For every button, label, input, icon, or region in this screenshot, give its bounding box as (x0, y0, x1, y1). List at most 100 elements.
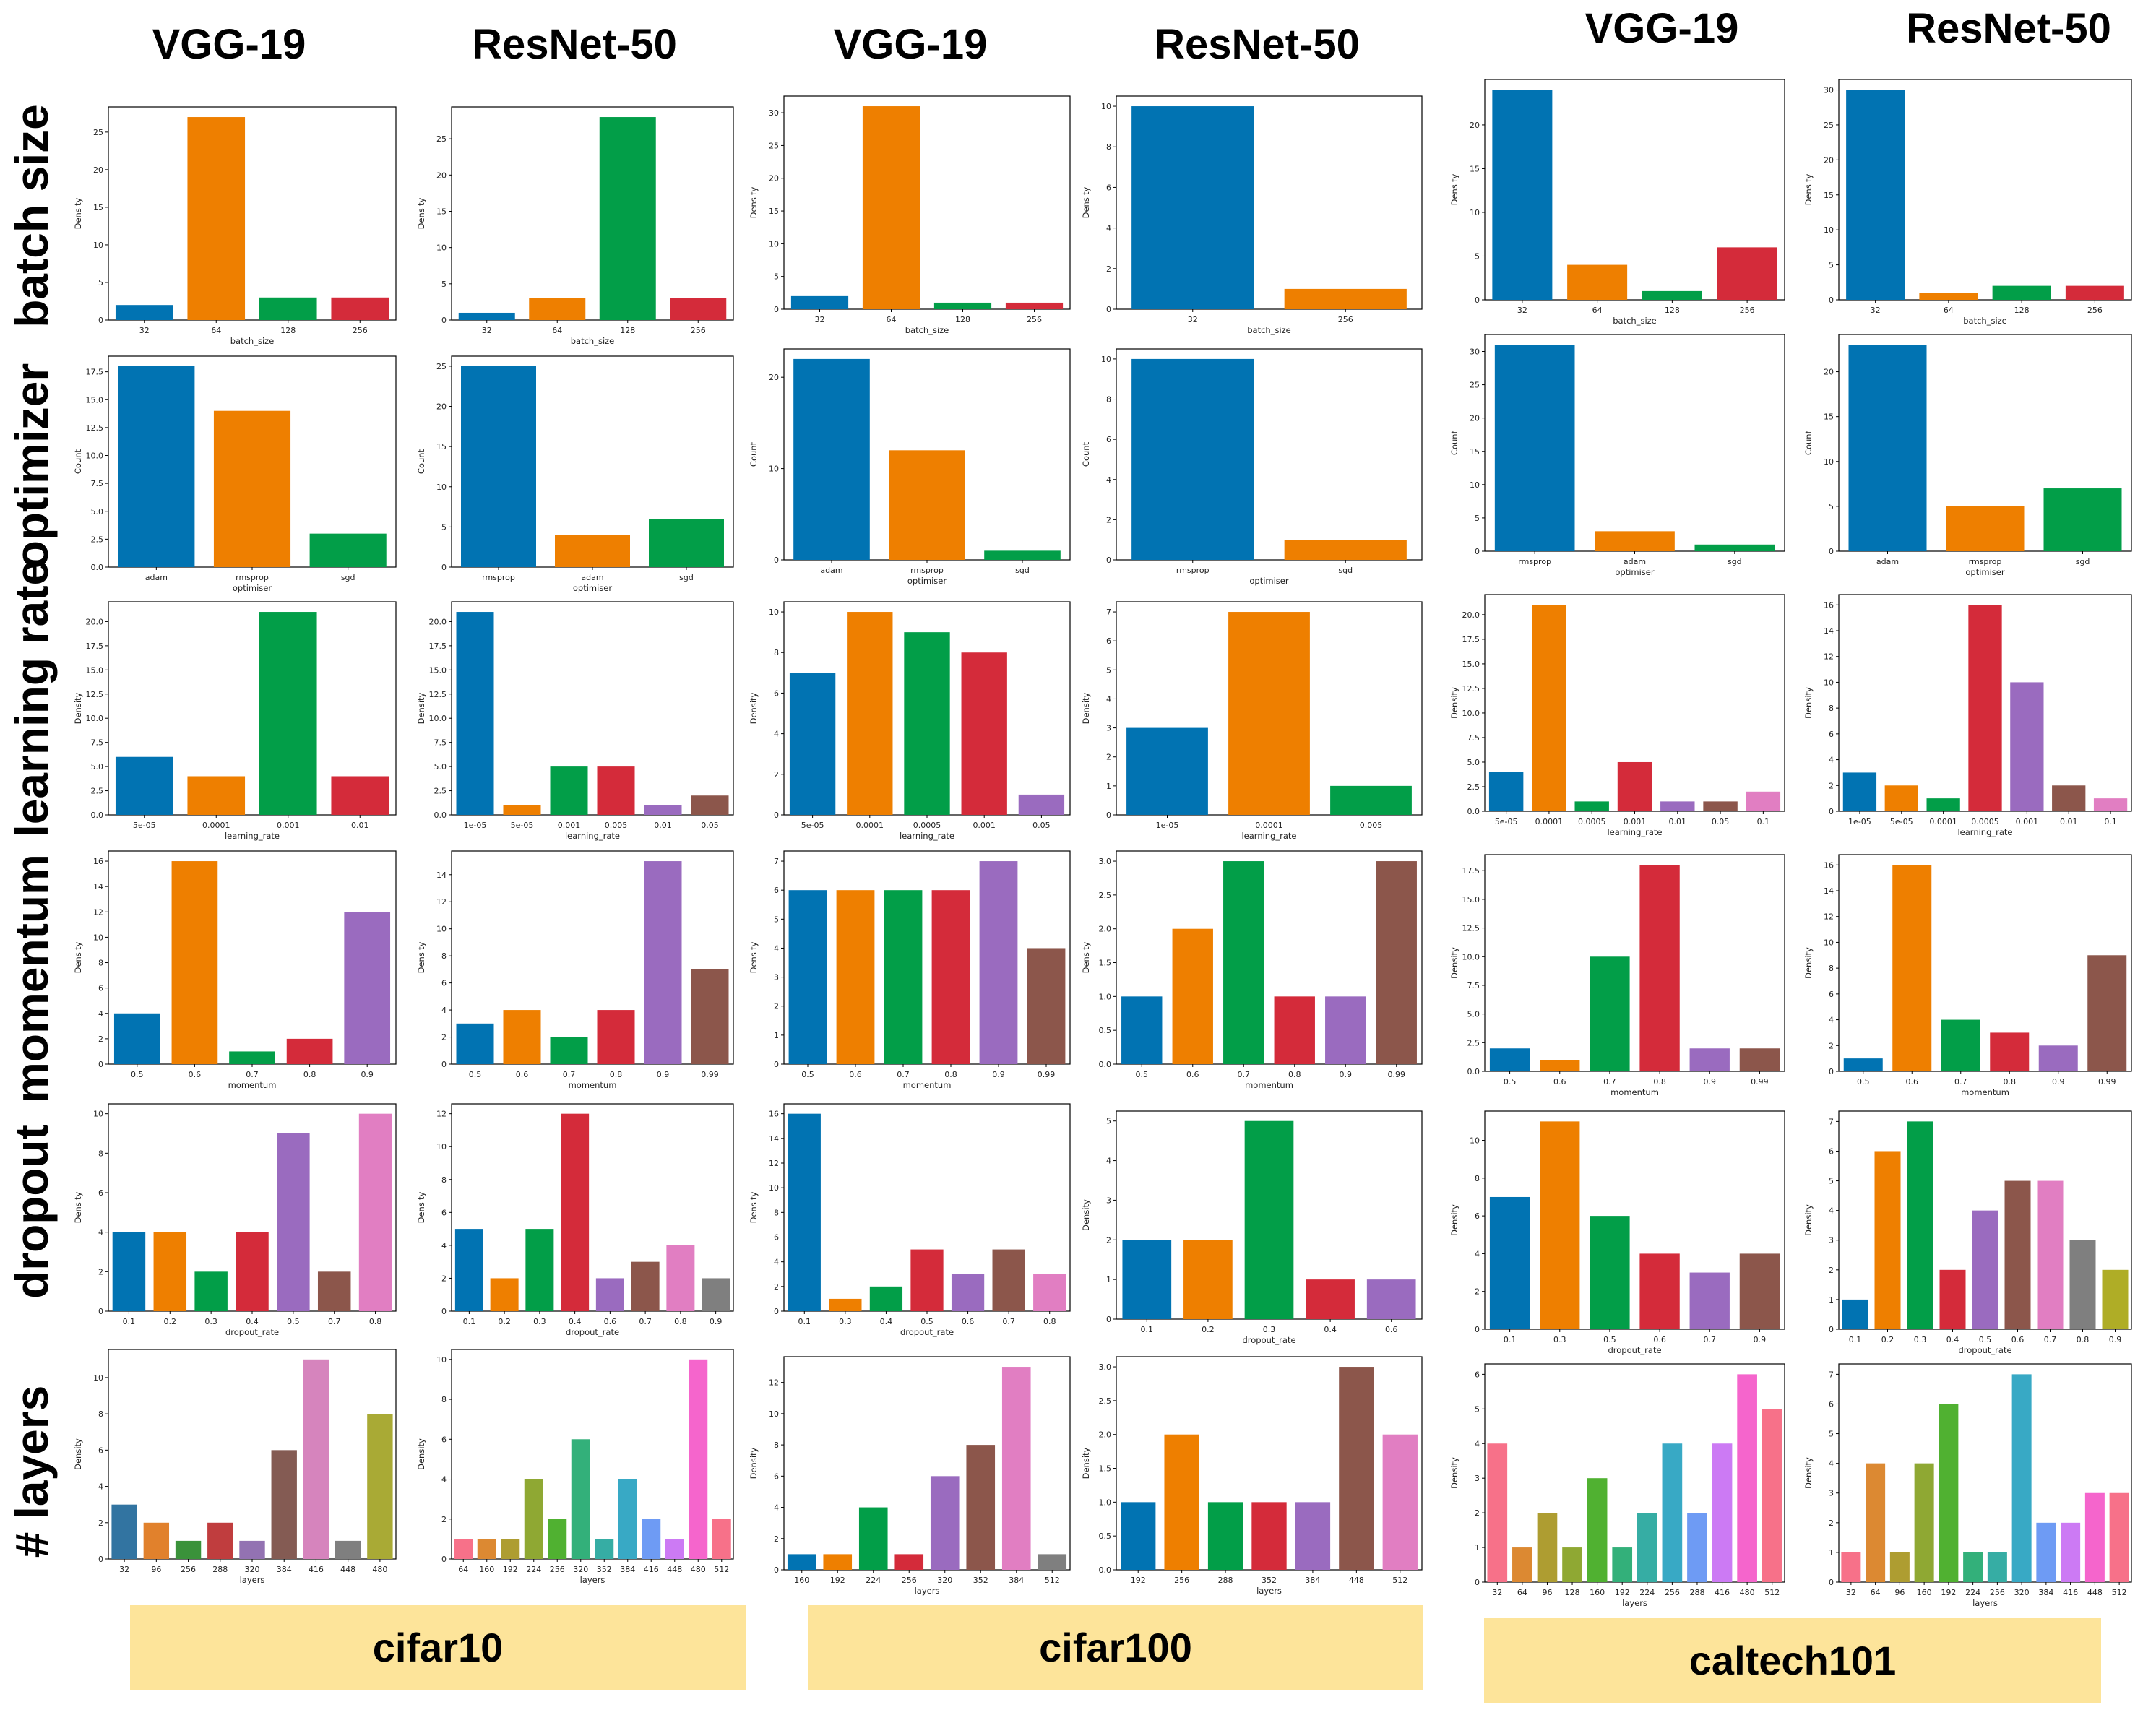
y-tick-label: 15 (93, 203, 103, 212)
x-tick-label: 0.7 (1603, 1077, 1616, 1087)
x-tick-label: 0.0001 (856, 821, 884, 830)
x-tick-label: sgd (2076, 557, 2090, 566)
y-tick-label: 10 (1824, 938, 1834, 947)
bar-0.4 (236, 1232, 269, 1311)
bar-480 (367, 1414, 393, 1559)
y-tick-label: 1 (1829, 1295, 1834, 1305)
bar-0.1 (454, 1229, 483, 1311)
bar-sgd (309, 533, 387, 567)
bar-0.7 (317, 1271, 351, 1311)
y-tick-label: 0 (1475, 295, 1480, 305)
bar-5e-05 (1488, 772, 1524, 811)
y-tick-label: 0.5 (1099, 1026, 1112, 1035)
y-tick-label: 12 (769, 1159, 779, 1168)
y-tick-label: 14 (436, 871, 447, 880)
x-tick-label: 416 (2063, 1588, 2078, 1597)
x-tick-label: 384 (620, 1565, 635, 1574)
x-tick-label: 256 (1990, 1588, 2005, 1597)
plot-frame (451, 106, 734, 321)
y-tick-label: 15 (436, 207, 447, 216)
x-tick-label: 448 (667, 1565, 682, 1574)
plot-frame (783, 850, 1071, 1065)
x-tick-label: 512 (1392, 1576, 1407, 1585)
bar-320 (239, 1540, 265, 1559)
bar-0.01 (644, 805, 682, 815)
bar-0.9 (644, 861, 682, 1064)
y-tick-label: 15.0 (86, 665, 104, 675)
bar-1e-05 (1126, 727, 1208, 815)
y-tick-label: 0 (98, 1555, 103, 1564)
y-tick-label: 14 (1824, 886, 1834, 896)
y-tick-label: 10 (1824, 678, 1834, 687)
bar-448 (1339, 1367, 1374, 1570)
bar-sgd (649, 519, 724, 567)
y-tick-label: 15 (1470, 164, 1480, 173)
y-tick-label: 1.5 (1099, 1464, 1112, 1474)
bar-0.8 (666, 1245, 695, 1311)
chart-1-0: 0.0 2.5 5.0 7.5 10.0 12.5 15.0 17.5 adam rmsprop s… (73, 355, 397, 593)
y-tick-label: 5 (774, 915, 779, 924)
y-tick-label: 10 (93, 1110, 103, 1119)
x-tick-label: 0.05 (1712, 817, 1730, 826)
chart-1-2: 0 10 20 adam rmsprop sgd optimiser Count (749, 348, 1071, 586)
plot-frame (451, 601, 734, 816)
x-tick-label: 0.6 (1186, 1070, 1199, 1079)
y-tick-label: 2 (774, 770, 779, 779)
y-tick-label: 12.5 (86, 423, 104, 433)
y-tick-label: 20 (1824, 368, 1834, 377)
y-tick-label: 6 (98, 984, 103, 993)
x-axis-label: layers (240, 1575, 265, 1585)
x-tick-label: 0.7 (563, 1070, 576, 1079)
y-tick-label: 8 (441, 951, 447, 961)
bar-256 (1005, 302, 1064, 309)
x-tick-label: 0.6 (849, 1070, 862, 1079)
y-axis-label: Density (749, 941, 759, 973)
x-tick-label: 1e-05 (1156, 821, 1179, 830)
x-tick-label: 0.6 (1553, 1077, 1566, 1087)
bar-0.6 (2004, 1180, 2031, 1329)
x-tick-label: 320 (245, 1565, 260, 1574)
x-tick-label: 5e-05 (1890, 817, 1913, 826)
y-tick-label: 6 (774, 1233, 779, 1243)
dataset-banner-caltech101: caltech101 (1484, 1618, 2101, 1703)
y-tick-label: 0 (1829, 1067, 1834, 1076)
bar-96 (1537, 1513, 1558, 1582)
y-tick-label: 10 (93, 241, 103, 250)
bar-0.001 (961, 652, 1007, 815)
y-tick-label: 3 (1829, 1489, 1834, 1498)
x-tick-label: 192 (1615, 1588, 1630, 1597)
x-tick-label: 0.01 (1669, 817, 1687, 826)
x-tick-label: 192 (503, 1565, 518, 1574)
y-tick-label: 0 (441, 1555, 447, 1564)
y-tick-label: 10 (1824, 225, 1834, 235)
y-axis-label: Density (1449, 173, 1459, 205)
y-tick-label: 5 (1829, 261, 1834, 270)
bar-192 (501, 1539, 520, 1559)
x-tick-label: 320 (573, 1565, 588, 1574)
y-tick-label: 15.0 (86, 395, 104, 405)
y-tick-label: 8 (1829, 964, 1834, 973)
x-tick-label: 0.8 (2077, 1335, 2090, 1344)
y-tick-label: 5 (1829, 502, 1834, 511)
x-tick-label: 0.4 (1946, 1335, 1959, 1344)
x-axis-label: dropout_rate (1608, 1345, 1661, 1355)
y-tick-label: 10 (1470, 1136, 1480, 1146)
y-tick-label: 20 (436, 402, 447, 412)
column-header-vgg19-cifar100: VGG-19 (833, 21, 988, 68)
bar-0.0001 (187, 776, 246, 815)
bar-0.4 (1306, 1279, 1355, 1319)
y-axis-label: Density (73, 197, 83, 229)
y-tick-label: 6 (441, 1208, 447, 1217)
x-tick-label: 288 (1689, 1588, 1704, 1597)
bar-0.8 (1639, 865, 1680, 1071)
bar-0.01 (2052, 785, 2086, 811)
bar-256 (670, 298, 727, 320)
x-tick-label: 256 (1174, 1576, 1189, 1585)
y-tick-label: 12 (93, 907, 103, 917)
bar-0.1 (1489, 1196, 1530, 1329)
x-tick-label: 128 (280, 326, 296, 335)
chart-4-2: 0 2 4 6 8 10 12 14 16 0.1 0.3 0.4 0.5 0.6 0.7 0.8 dropou… (749, 1103, 1071, 1337)
bar-0.8 (1274, 996, 1315, 1064)
chart-3-5: 0 2 4 6 8 10 12 14 16 0.5 0.6 0.7 0.8 0.9 0.99 momentum… (1803, 854, 2132, 1097)
y-tick-label: 2 (98, 1519, 103, 1528)
